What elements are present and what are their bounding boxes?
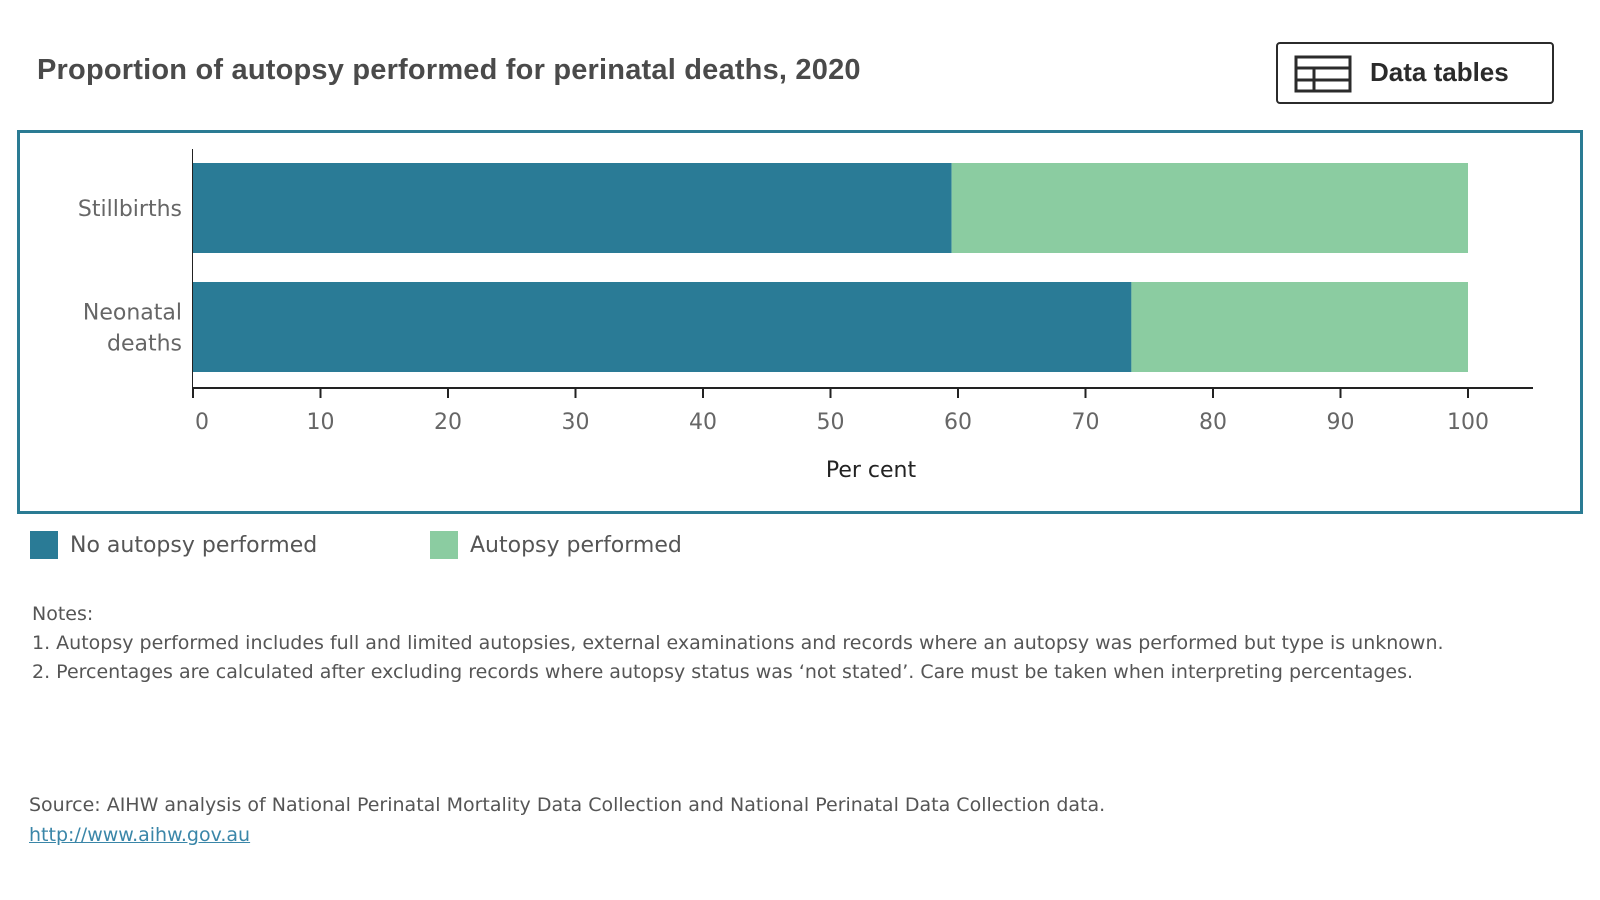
legend-label-autopsy: Autopsy performed <box>470 532 682 558</box>
note-item: 1. Autopsy performed includes full and l… <box>32 632 1444 654</box>
legend-label-no-autopsy: No autopsy performed <box>70 532 318 558</box>
chart-title: Proportion of autopsy performed for peri… <box>37 54 861 86</box>
category-label: Neonatal deaths <box>83 301 182 357</box>
legend-swatch-autopsy <box>430 531 458 559</box>
x-tick-label: 0 <box>195 410 209 435</box>
legend-swatch-no-autopsy <box>30 531 58 559</box>
data-tables-label: Data tables <box>1370 57 1509 87</box>
category-label: Stillbirths <box>78 197 182 222</box>
x-tick-label: 70 <box>1072 410 1100 435</box>
x-tick-label: 20 <box>434 410 462 435</box>
bar-no-autopsy-0 <box>193 163 952 253</box>
chart-frame: Stillbirths Neonatal deaths 0 10 20 30 40 50 60 70… <box>17 130 1583 514</box>
notes: Notes: 1. Autopsy performed includes ful… <box>32 600 1444 687</box>
bar-autopsy-1 <box>1131 282 1468 372</box>
source-link[interactable]: http://www.aihw.gov.au <box>29 824 251 846</box>
bar-chart: Stillbirths Neonatal deaths 0 10 20 30 40 50 60 70… <box>78 149 1533 483</box>
bar-no-autopsy-1 <box>193 282 1132 372</box>
table-icon <box>1294 55 1352 93</box>
x-tick-label: 50 <box>817 410 845 435</box>
source-text: Source: AIHW analysis of National Perina… <box>29 794 1106 816</box>
x-tick-label: 10 <box>307 410 335 435</box>
x-axis-label: Per cent <box>826 458 917 483</box>
x-tick-label: 40 <box>689 410 717 435</box>
x-tick-label: 60 <box>944 410 972 435</box>
source: Source: AIHW analysis of National Perina… <box>29 790 1105 850</box>
x-tick-label: 30 <box>562 410 590 435</box>
legend-item-no-autopsy: No autopsy performed <box>30 530 317 560</box>
notes-heading: Notes: <box>32 603 94 625</box>
x-tick-label: 80 <box>1199 410 1227 435</box>
note-item: 2. Percentages are calculated after excl… <box>32 661 1414 683</box>
data-tables-button[interactable]: Data tables <box>1276 42 1554 104</box>
legend-item-autopsy: Autopsy performed <box>430 530 682 560</box>
x-tick-label: 100 <box>1447 410 1489 435</box>
bar-autopsy-0 <box>951 163 1468 253</box>
x-tick-label: 90 <box>1327 410 1355 435</box>
